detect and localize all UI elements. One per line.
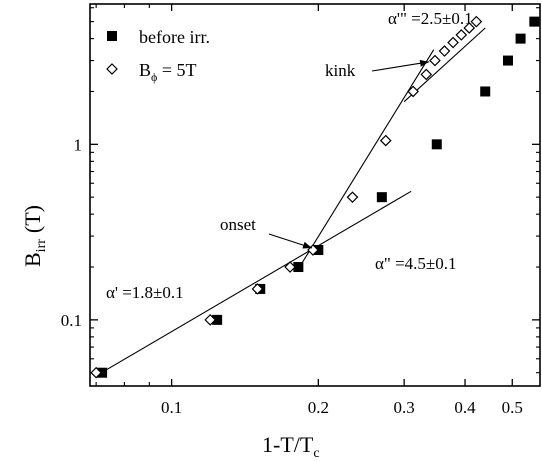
x-tick-label: 0.4 [454, 398, 476, 417]
point-field-5t [470, 15, 483, 28]
point-field-5t [455, 29, 468, 41]
annotation-alpha2: α" =4.5±0.1 [375, 254, 457, 273]
fit-lines [95, 27, 486, 377]
axis-ticks [90, 4, 540, 386]
point-field-5t [447, 36, 459, 49]
y-tick-labels: 0.11 [61, 135, 82, 330]
point-field-5t [429, 54, 441, 67]
point-before-irr [97, 367, 108, 378]
legend: before irr. Bϕ = 5T [106, 27, 210, 84]
x-tick-label: 0.5 [502, 398, 523, 417]
fit-line-alpha2 [299, 49, 435, 268]
y-axis-title-unit: (T) [20, 205, 45, 233]
point-before-irr [502, 55, 513, 66]
annotation-kink: kink [325, 61, 356, 80]
x-tick-labels: 0.1 0.2 0.3 0.4 0.5 [161, 398, 523, 417]
kink-arrow-head [419, 59, 430, 67]
point-before-irr [529, 16, 540, 27]
point-before-irr [293, 262, 304, 273]
point-before-irr [212, 314, 223, 325]
annotation-arrows [268, 59, 430, 249]
y-axis-title-main: B [20, 252, 45, 267]
x-tick-label: 0.1 [161, 398, 182, 417]
x-axis-title-sub: c [313, 446, 319, 461]
legend-marker-square [107, 31, 117, 41]
legend-label-before-irr: before irr. [139, 27, 210, 47]
y-tick-label: 0.1 [61, 311, 82, 330]
fit-line-alpha3 [403, 27, 486, 103]
point-field-5t [346, 191, 359, 204]
x-axis-title: 1-T/Tc [262, 432, 320, 461]
point-field-5t [251, 283, 264, 295]
fit-line-alpha1 [95, 190, 412, 377]
point-field-5t [463, 22, 476, 34]
point-before-irr [376, 192, 387, 203]
onset-arrow-head [302, 241, 313, 249]
data-points [90, 15, 540, 379]
point-before-irr [480, 86, 491, 97]
annotation-onset: onset [220, 215, 256, 234]
point-field-5t [204, 314, 217, 326]
legend-label-field: Bϕ = 5T [139, 60, 197, 84]
point-before-irr [431, 139, 442, 150]
y-axis-title: Birr (T) [20, 205, 49, 267]
point-field-5t [420, 68, 433, 81]
annotation-alpha1: α' =1.8±0.1 [106, 283, 184, 302]
point-field-5t [284, 261, 296, 273]
legend-field-symbol: B [139, 60, 151, 80]
point-field-5t [407, 85, 419, 98]
annotation-alpha3: α'" =2.5±0.1 [388, 9, 473, 28]
point-field-5t [90, 366, 102, 379]
y-axis-title-sub: irr [34, 239, 49, 253]
point-field-5t [438, 45, 451, 57]
y-tick-label: 1 [74, 135, 83, 154]
x-tick-label: 0.2 [308, 398, 329, 417]
legend-marker-diamond [106, 63, 118, 75]
point-before-irr [515, 33, 526, 44]
plot-frame [89, 3, 541, 387]
legend-field-subscript: ϕ [151, 70, 157, 84]
x-axis-title-main: 1-T/T [262, 432, 314, 457]
legend-field-value: = 5T [157, 60, 196, 80]
kink-arrow-shaft [371, 61, 430, 72]
x-tick-label: 0.3 [394, 398, 415, 417]
point-field-5t [379, 134, 392, 147]
